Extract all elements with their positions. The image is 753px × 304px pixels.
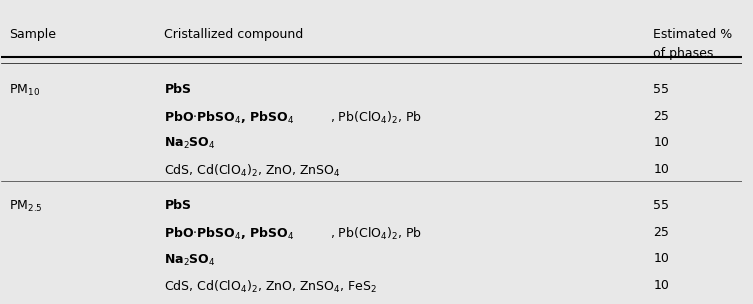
Text: 25: 25 xyxy=(654,226,669,239)
Text: PbO$\cdot$PbSO$_4$, PbSO$_4$: PbO$\cdot$PbSO$_4$, PbSO$_4$ xyxy=(164,226,295,242)
Text: 55: 55 xyxy=(654,199,669,212)
Text: 10: 10 xyxy=(654,163,669,176)
Text: PM$_{10}$: PM$_{10}$ xyxy=(9,83,40,98)
Text: Estimated %: Estimated % xyxy=(654,28,733,41)
Text: PbS: PbS xyxy=(164,83,191,96)
Text: , Pb(ClO$_4$)$_2$, Pb: , Pb(ClO$_4$)$_2$, Pb xyxy=(330,110,422,126)
Text: PM$_{2.5}$: PM$_{2.5}$ xyxy=(9,199,42,214)
Text: 25: 25 xyxy=(654,110,669,123)
Text: Na$_2$SO$_4$: Na$_2$SO$_4$ xyxy=(164,136,216,151)
Text: of phases: of phases xyxy=(654,47,714,60)
Text: Sample: Sample xyxy=(9,28,56,41)
Text: CdS, Cd(ClO$_4$)$_2$, ZnO, ZnSO$_4$: CdS, Cd(ClO$_4$)$_2$, ZnO, ZnSO$_4$ xyxy=(164,163,341,179)
Text: 55: 55 xyxy=(654,83,669,96)
Text: Na$_2$SO$_4$: Na$_2$SO$_4$ xyxy=(164,252,216,268)
Text: Cristallized compound: Cristallized compound xyxy=(164,28,303,41)
Text: PbO$\cdot$PbSO$_4$, PbSO$_4$: PbO$\cdot$PbSO$_4$, PbSO$_4$ xyxy=(164,110,295,126)
Text: 10: 10 xyxy=(654,279,669,292)
Text: 10: 10 xyxy=(654,252,669,265)
Text: PbS: PbS xyxy=(164,199,191,212)
Text: CdS, Cd(ClO$_4$)$_2$, ZnO, ZnSO$_4$, FeS$_2$: CdS, Cd(ClO$_4$)$_2$, ZnO, ZnSO$_4$, FeS… xyxy=(164,279,377,295)
Text: , Pb(ClO$_4$)$_2$, Pb: , Pb(ClO$_4$)$_2$, Pb xyxy=(330,226,422,242)
Text: 10: 10 xyxy=(654,136,669,149)
